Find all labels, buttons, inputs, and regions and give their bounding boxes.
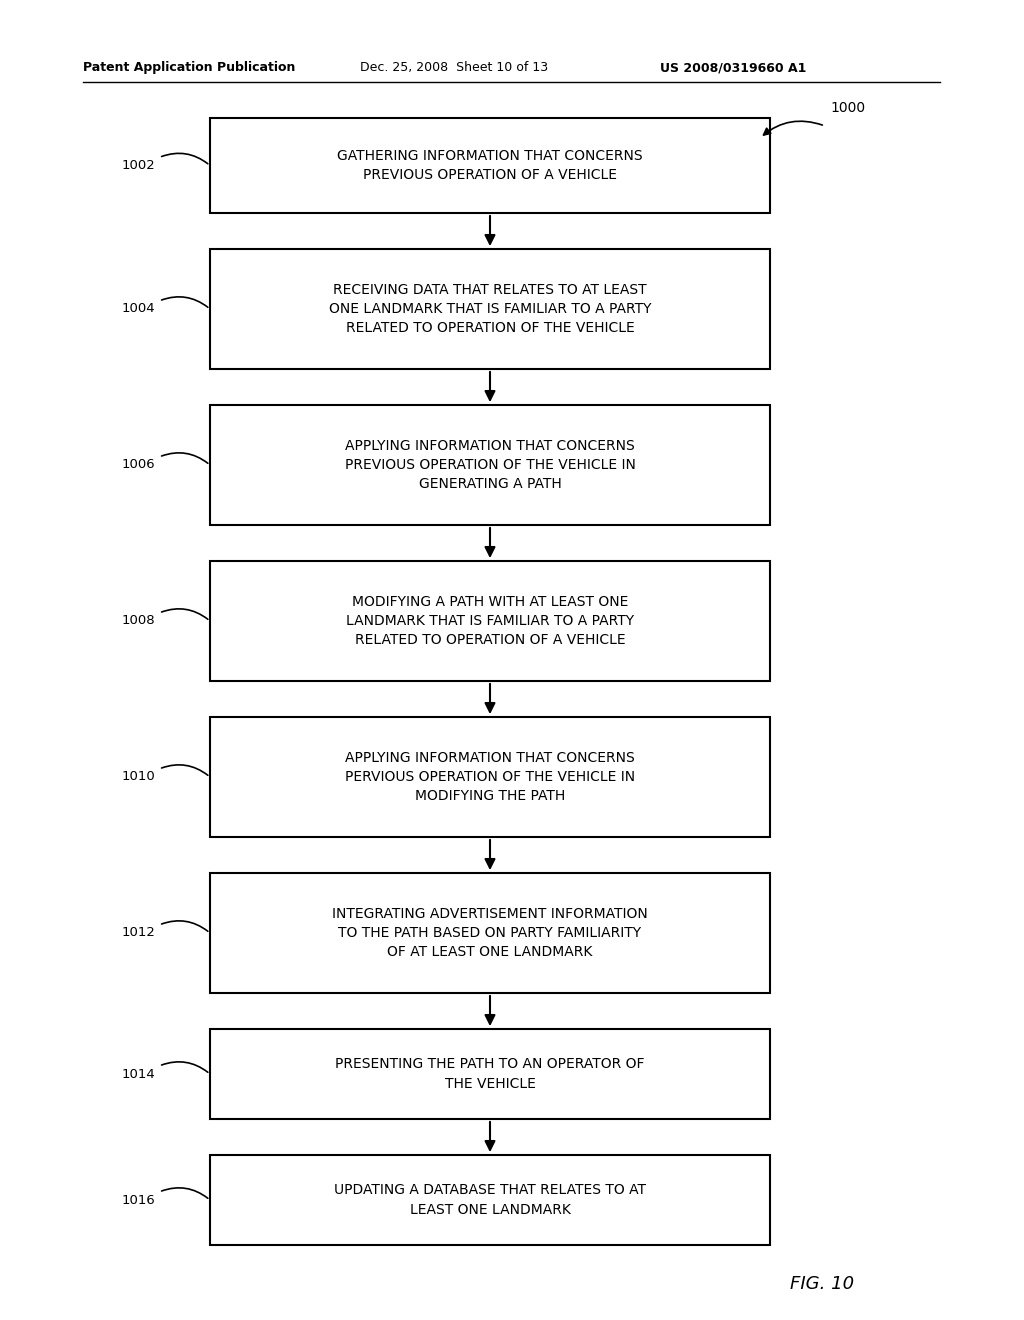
Text: PRESENTING THE PATH TO AN OPERATOR OF
THE VEHICLE: PRESENTING THE PATH TO AN OPERATOR OF TH… [335, 1057, 645, 1090]
Bar [210, 561, 770, 681]
Text: GATHERING INFORMATION THAT CONCERNS
PREVIOUS OPERATION OF A VEHICLE: GATHERING INFORMATION THAT CONCERNS PREV… [337, 149, 643, 182]
Text: 1010: 1010 [121, 771, 155, 784]
Text: INTEGRATING ADVERTISEMENT INFORMATION
TO THE PATH BASED ON PARTY FAMILIARITY
OF : INTEGRATING ADVERTISEMENT INFORMATION TO… [332, 907, 648, 960]
Bar [210, 405, 770, 525]
Text: APPLYING INFORMATION THAT CONCERNS
PREVIOUS OPERATION OF THE VEHICLE IN
GENERATI: APPLYING INFORMATION THAT CONCERNS PREVI… [344, 438, 636, 491]
Text: Patent Application Publication: Patent Application Publication [83, 62, 295, 74]
Text: 1012: 1012 [121, 927, 155, 940]
Text: 1004: 1004 [122, 302, 155, 315]
Text: 1000: 1000 [830, 102, 865, 115]
Text: MODIFYING A PATH WITH AT LEAST ONE
LANDMARK THAT IS FAMILIAR TO A PARTY
RELATED : MODIFYING A PATH WITH AT LEAST ONE LANDM… [346, 594, 634, 648]
Text: FIG. 10: FIG. 10 [790, 1275, 854, 1294]
Text: 1002: 1002 [121, 158, 155, 172]
Text: 1014: 1014 [121, 1068, 155, 1081]
Text: UPDATING A DATABASE THAT RELATES TO AT
LEAST ONE LANDMARK: UPDATING A DATABASE THAT RELATES TO AT L… [334, 1183, 646, 1217]
Text: RECEIVING DATA THAT RELATES TO AT LEAST
ONE LANDMARK THAT IS FAMILIAR TO A PARTY: RECEIVING DATA THAT RELATES TO AT LEAST … [329, 282, 651, 335]
Bar [210, 117, 770, 213]
Bar [210, 717, 770, 837]
Bar [210, 873, 770, 993]
Bar [210, 249, 770, 370]
Text: 1016: 1016 [121, 1193, 155, 1206]
Text: Dec. 25, 2008  Sheet 10 of 13: Dec. 25, 2008 Sheet 10 of 13 [360, 62, 548, 74]
Text: 1008: 1008 [122, 615, 155, 627]
Text: 1006: 1006 [122, 458, 155, 471]
Bar [210, 1155, 770, 1245]
Text: APPLYING INFORMATION THAT CONCERNS
PERVIOUS OPERATION OF THE VEHICLE IN
MODIFYIN: APPLYING INFORMATION THAT CONCERNS PERVI… [345, 751, 635, 804]
Text: US 2008/0319660 A1: US 2008/0319660 A1 [660, 62, 806, 74]
Bar [210, 1030, 770, 1119]
